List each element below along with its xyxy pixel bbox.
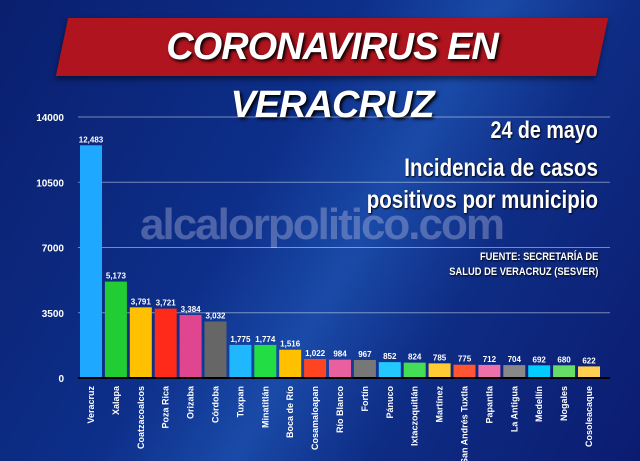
data-label: 3,032 [205, 311, 226, 320]
data-label: 12,483 [79, 135, 104, 144]
x-tick-label: Medellín [534, 386, 544, 422]
data-label: 3,384 [181, 305, 202, 314]
bar [553, 365, 576, 378]
data-label: 622 [582, 356, 596, 365]
data-label: 3,721 [156, 299, 177, 308]
x-tick-label: Veracruz [86, 386, 96, 424]
data-label: 3,791 [131, 297, 152, 306]
x-tick-label: Pánuco [385, 386, 395, 419]
bar [80, 145, 102, 378]
chart-subtitle: Incidencia de casos positivos por munici… [367, 152, 598, 216]
x-tick-label: Ixtaczoquitlán [410, 386, 420, 446]
bar [528, 365, 551, 378]
subtitle-line-1: Incidencia de casos [404, 154, 598, 182]
x-tick-label: Fortín [360, 386, 370, 412]
bar [353, 359, 376, 378]
x-tick-label: Nogales [559, 386, 569, 421]
date-label: 24 de mayo [490, 117, 598, 144]
bar [154, 308, 177, 378]
y-tick-label: 3500 [42, 309, 65, 320]
data-label: 680 [557, 355, 571, 364]
bar [179, 314, 202, 378]
x-tick-label: Cosoleacaque [584, 386, 594, 447]
x-tick-label: Tuxpan [235, 386, 245, 417]
data-label: 785 [433, 353, 447, 362]
source-note: FUENTE: SECRETARÍA DE SALUD DE VERACRUZ … [449, 250, 598, 280]
x-tick-label: Boca de Río [285, 386, 295, 439]
x-tick-label: Martínez [435, 386, 445, 423]
data-label: 1,516 [280, 340, 301, 349]
data-label: 984 [333, 350, 347, 359]
bar [503, 365, 526, 378]
y-tick-label: 0 [58, 374, 64, 385]
y-tick-label: 10500 [36, 178, 64, 189]
x-tick-label: Orizaba [186, 385, 196, 419]
x-tick-label: Poza Rica [161, 385, 171, 429]
bar [578, 366, 600, 378]
bar [304, 358, 327, 378]
bar [329, 359, 351, 378]
data-label: 1,774 [255, 335, 276, 344]
data-label: 824 [408, 353, 422, 362]
x-tick-label: Minatitlán [260, 386, 270, 428]
x-tick-label: Córdoba [211, 385, 221, 423]
page-title: CORONAVIRUS EN VERACRUZ [166, 26, 499, 126]
bar [279, 349, 302, 378]
bar [453, 364, 476, 378]
watermark: alcalorpolitico.com [140, 200, 505, 249]
bar [104, 281, 127, 378]
data-label: 704 [508, 355, 522, 364]
bar [428, 363, 451, 378]
y-tick-label: 7000 [42, 244, 65, 255]
bar [378, 362, 401, 378]
subtitle-line-2: positivos por municipio [366, 186, 598, 214]
bar [478, 364, 501, 378]
data-label: 852 [383, 352, 397, 361]
bar [129, 307, 152, 378]
data-label: 5,173 [106, 272, 127, 281]
bar [254, 344, 277, 378]
bar [229, 344, 252, 378]
x-tick-label: Cosamaloapan [310, 386, 320, 450]
data-label: 712 [483, 355, 497, 364]
data-label: 1,775 [230, 335, 251, 344]
data-label: 1,022 [305, 349, 326, 358]
bar [403, 362, 426, 378]
data-label: 692 [533, 355, 547, 364]
data-label: 967 [358, 350, 372, 359]
x-tick-label: San Andrés Tuxtla [460, 385, 470, 461]
x-tick-label: Coatzacoalcos [136, 386, 146, 449]
x-tick-label: Papantla [484, 385, 494, 424]
source-line-2: SALUD DE VERACRUZ (SESVER) [448, 266, 598, 278]
data-label: 775 [458, 355, 472, 364]
x-tick-label: Río Blanco [335, 386, 345, 434]
y-tick-label: 14000 [36, 113, 64, 124]
x-tick-label: Xalapa [111, 385, 121, 415]
source-line-1: FUENTE: SECRETARÍA DE [479, 251, 598, 263]
bar [204, 321, 227, 378]
x-tick-label: La Antigua [509, 385, 519, 432]
